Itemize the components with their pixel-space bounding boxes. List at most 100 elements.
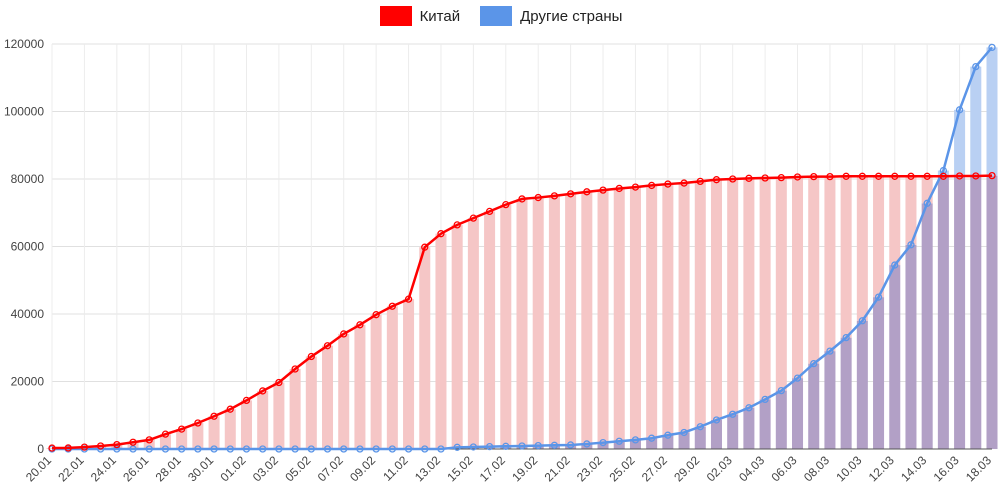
data-point-china [761,174,769,182]
legend-swatch-other-countries [480,6,513,26]
data-point-china [615,184,623,193]
bar-china [808,176,820,364]
data-point-other-countries [485,442,494,451]
y-tick-label: 0 [37,442,44,456]
data-point-other-countries [275,445,283,453]
bar-china [759,177,771,400]
bar-china [710,179,722,420]
bar-overlap [856,320,868,449]
bar-china [95,445,107,449]
bar-overlap [921,203,933,449]
bar-overlap [905,244,917,449]
data-point-china [583,188,591,196]
data-point-china [631,183,640,191]
data-point-china [404,295,413,303]
data-point-other-countries [113,445,121,453]
bar-overlap [808,363,820,449]
data-point-china [907,172,915,180]
data-point-china [696,177,704,186]
bar-china [856,176,868,321]
data-point-china [356,321,364,329]
data-point-china [891,172,899,180]
y-tick-label: 20000 [11,375,45,389]
bar-china [240,400,252,449]
bar-china [678,183,690,433]
data-point-china [242,396,251,405]
x-tick-label: 03.02 [250,453,281,484]
x-tick-label: 29.02 [671,453,702,484]
y-tick-label: 100000 [4,105,44,119]
data-point-other-countries [437,445,445,453]
data-point-other-countries [826,347,834,355]
data-point-china [145,436,153,444]
data-point-other-countries [874,293,883,301]
y-tick-label: 60000 [11,240,45,254]
data-point-other-countries [356,445,364,453]
bar-china [500,204,512,447]
data-point-china [534,193,542,202]
x-tick-label: 24.01 [88,453,119,484]
data-point-china [469,214,478,222]
data-point-china [550,192,559,200]
data-point-other-countries [712,416,721,424]
bar-overlap [710,419,722,449]
legend-item-china[interactable]: Китай [379,6,460,26]
data-point-china [712,176,721,184]
data-point-china [453,221,461,229]
data-point-other-countries [145,445,153,453]
data-point-china [874,172,883,180]
bar-china [257,390,269,449]
x-tick-label: 22.01 [55,453,86,484]
data-point-other-countries [566,441,575,449]
data-point-china [275,378,283,387]
bar-china [435,233,447,449]
bar-overlap [937,176,949,450]
bar-overlap [727,414,739,449]
legend: Китай Другие страны [0,6,1002,26]
data-point-china [437,230,445,238]
x-tick-label: 28.01 [153,453,184,484]
bar-china [143,439,155,449]
x-tick-label: 18.03 [963,453,994,484]
bar-china [192,423,204,449]
data-point-china [129,438,137,446]
x-tick-label: 25.02 [606,453,637,484]
data-point-china [502,200,510,209]
x-tick-label: 13.02 [412,453,443,484]
bar-china [646,185,658,439]
data-point-china [485,207,494,216]
bar-china [484,211,496,447]
bar-china [322,345,334,449]
data-point-china [307,352,315,361]
bar-overlap [532,445,544,449]
data-point-china [810,172,818,181]
x-tick-label: 04.03 [736,453,767,484]
bar-other-countries [986,47,998,176]
bar-overlap [873,297,885,449]
data-point-china [372,311,380,319]
bar-china [289,369,301,449]
legend-item-other-countries[interactable]: Другие страны [480,6,622,26]
data-point-other-countries [469,443,478,451]
bar-overlap [775,390,787,449]
data-point-other-countries [453,443,461,451]
data-point-other-countries [226,445,234,453]
bar-china [451,224,463,448]
data-point-other-countries [599,438,607,447]
legend-label-other-countries: Другие страны [520,7,623,25]
bar-china [208,416,220,449]
bar-china [792,176,804,379]
data-point-china [388,302,396,310]
data-point-other-countries [388,445,396,453]
bar-china [338,333,350,449]
x-tick-label: 11.02 [380,453,411,484]
x-tick-label: 08.03 [801,453,832,484]
data-point-china [972,172,980,180]
bar-overlap [662,435,674,449]
bar-overlap [824,351,836,449]
bar-overlap [954,175,966,449]
data-point-china [955,172,964,180]
bar-china [516,198,528,446]
data-point-other-countries [923,199,931,207]
